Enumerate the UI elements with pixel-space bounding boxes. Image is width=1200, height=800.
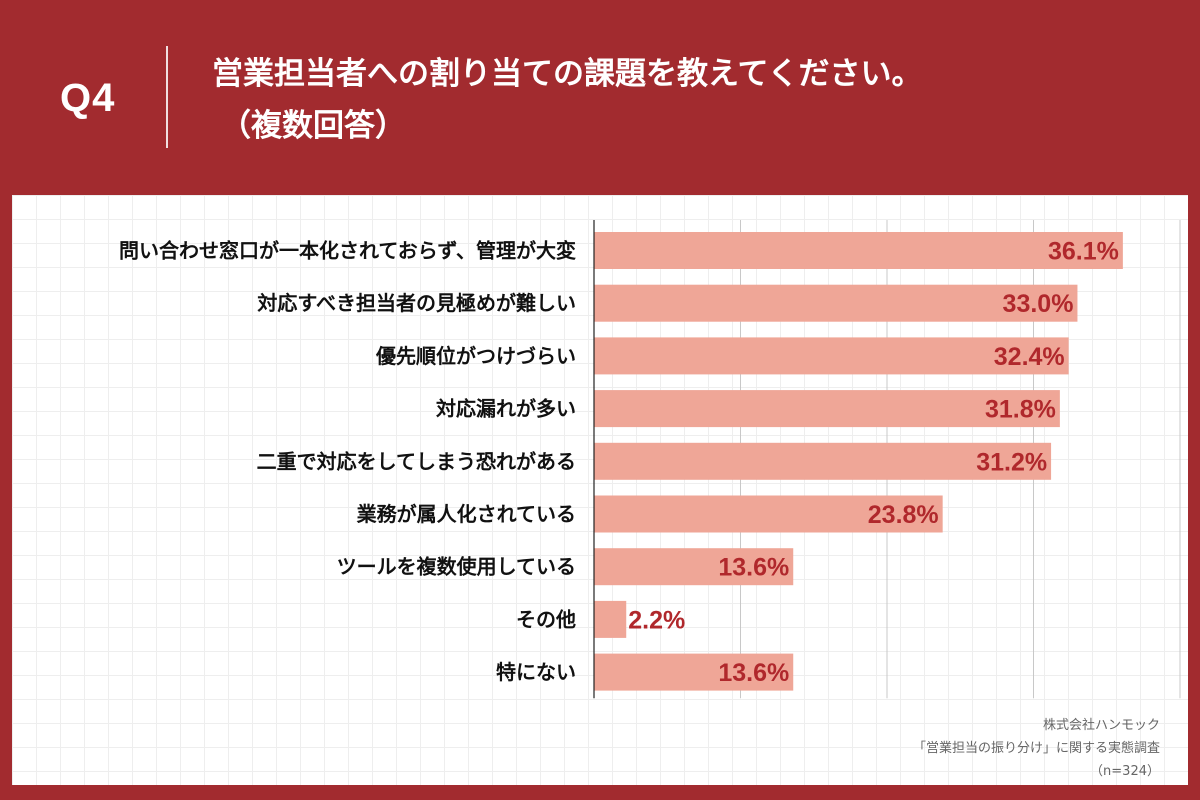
question-title-line1: 営業担当者への割り当ての課題を教えてください。 xyxy=(212,56,923,92)
question-title-line2: （複数回答） xyxy=(220,108,406,144)
category-label-3: 優先順位がつけづらい xyxy=(375,344,576,368)
value-label-7: 13.6% xyxy=(718,554,789,582)
source-note: 株式会社ハンモック 「営業担当の振り分け」に関する実態調査 （n=324） xyxy=(913,714,1160,783)
bar-1 xyxy=(594,232,1123,269)
bar-4 xyxy=(594,390,1060,428)
bar-6 xyxy=(594,495,943,533)
value-label-2: 33.0% xyxy=(1003,290,1074,318)
value-label-4: 31.8% xyxy=(985,396,1056,424)
value-label-3: 32.4% xyxy=(994,343,1065,371)
source-sample: （n=324） xyxy=(1090,764,1160,779)
value-label-1: 36.1% xyxy=(1048,238,1119,266)
category-labels: 問い合わせ窓口が一本化されておらず、管理が大変対応すべき担当者の見極めが難しい優… xyxy=(119,239,576,685)
bar-8 xyxy=(594,600,627,638)
bar-2 xyxy=(594,284,1078,322)
category-label-1: 問い合わせ窓口が一本化されておらず、管理が大変 xyxy=(119,239,576,263)
value-labels: 36.1% 33.0% 32.4% 31.8% 31.2% 23.8% 13.6% 2.2% 1… xyxy=(628,238,1119,688)
header-divider xyxy=(166,46,168,148)
source-company: 株式会社ハンモック xyxy=(1042,718,1160,733)
source-survey: 「営業担当の振り分け」に関する実態調査 xyxy=(912,741,1160,756)
bar-5 xyxy=(594,442,1052,480)
category-label-2: 対応すべき担当者の見極めが難しい xyxy=(256,291,576,315)
bars xyxy=(594,232,1123,691)
category-label-5: 二重で対応をしてしまう恐れがある xyxy=(257,449,576,473)
category-label-9: 特にない xyxy=(496,660,576,684)
value-label-6: 23.8% xyxy=(868,501,939,529)
value-label-5: 31.2% xyxy=(976,448,1047,476)
category-label-8: その他 xyxy=(516,607,576,631)
bar-9 xyxy=(594,653,794,691)
question-number: Q4 xyxy=(60,76,116,120)
header: Q4 営業担当者への割り当ての課題を教えてください。 （複数回答） xyxy=(0,0,1200,195)
category-label-4: 対応漏れが多い xyxy=(435,397,576,421)
value-label-8: 2.2% xyxy=(628,606,685,634)
category-label-6: 業務が属人化されている xyxy=(357,502,576,526)
category-label-7: ツールを複数使用している xyxy=(337,555,576,579)
value-label-9: 13.6% xyxy=(718,659,789,687)
bar-3 xyxy=(594,337,1069,375)
question-title: 営業担当者への割り当ての課題を教えてください。 （複数回答） xyxy=(212,48,923,152)
bar-7 xyxy=(594,548,794,586)
